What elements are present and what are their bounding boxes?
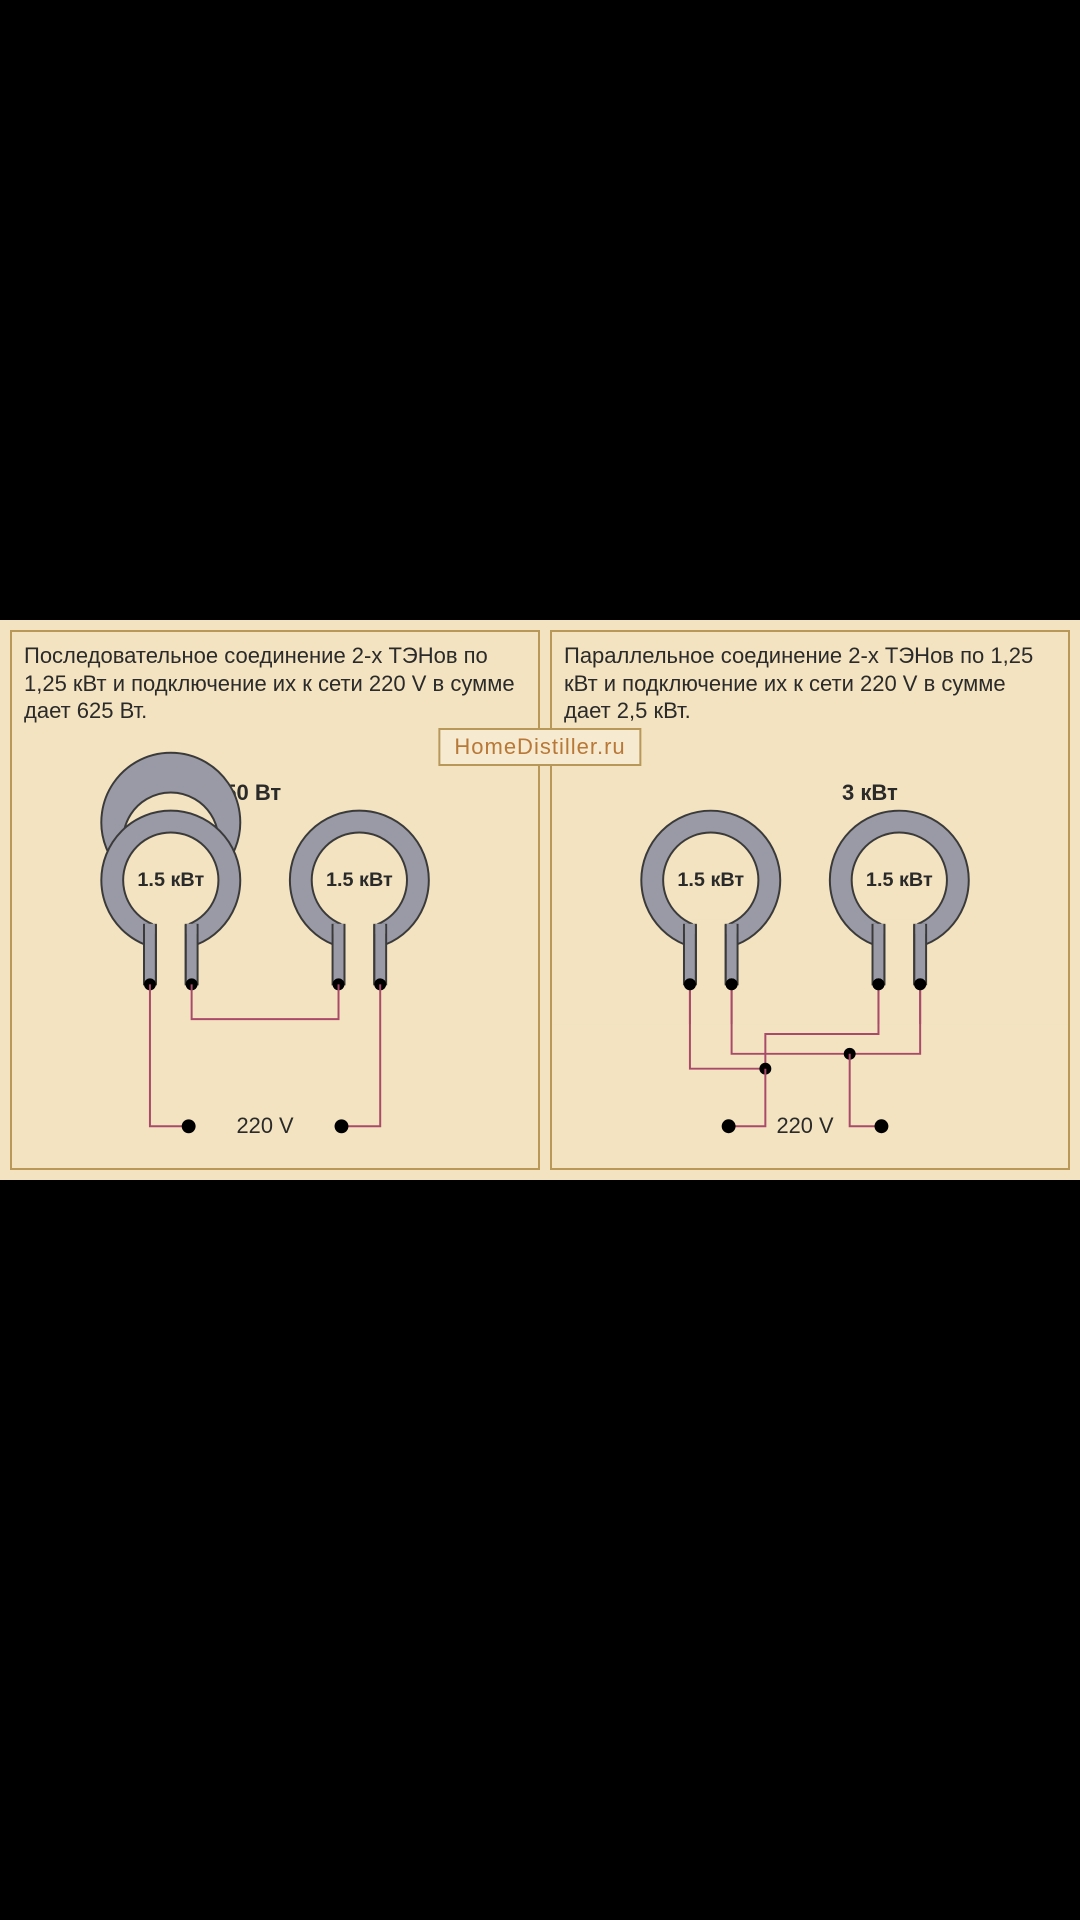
parallel-svg: 1.5 кВт 1.5 кВт 220 V (552, 632, 1068, 1168)
series-voltage: 220 V (237, 1113, 294, 1138)
series-heater-1 (101, 811, 240, 985)
series-supply-wire-left (150, 984, 189, 1126)
series-panel: Последовательное соединение 2-х ТЭНов по… (10, 630, 540, 1170)
series-coil2-label: 1.5 кВт (326, 869, 393, 891)
parallel-coil1-label: 1.5 кВт (677, 869, 744, 891)
parallel-voltage: 220 V (777, 1113, 834, 1138)
parallel-panel: Параллельное соединение 2-х ТЭНов по 1,2… (550, 630, 1070, 1170)
series-supply-terminal-right (335, 1119, 349, 1133)
series-svg: 1.5 кВт 1.5 кВт 220 V (12, 632, 538, 1168)
series-heater-2 (290, 811, 429, 985)
series-coil1-label: 1.5 кВт (137, 869, 204, 891)
diagram-stage: Последовательное соединение 2-х ТЭНов по… (0, 620, 1080, 1180)
series-link-wire (192, 984, 339, 1019)
parallel-coil2-label: 1.5 кВт (866, 869, 933, 891)
watermark: HomeDistiller.ru (438, 728, 641, 766)
parallel-heater-1 (641, 811, 780, 985)
series-supply-wire-right (341, 984, 380, 1126)
parallel-supply-terminal-left (722, 1119, 736, 1133)
parallel-supply-terminal-right (875, 1119, 889, 1133)
series-supply-terminal-left (182, 1119, 196, 1133)
parallel-heater-2 (830, 811, 969, 985)
